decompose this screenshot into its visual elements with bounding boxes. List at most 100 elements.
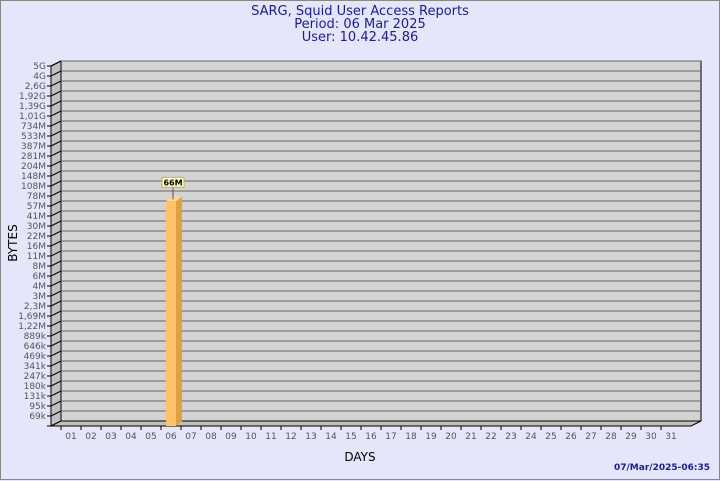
gridline-wall (50, 230, 62, 237)
x-tick-label: 10 (245, 432, 257, 442)
y-tick-label: 4M (33, 282, 47, 292)
gridline-wall (50, 220, 62, 227)
y-tick-label: 889k (24, 332, 47, 342)
y-tick-label: 387M (21, 142, 46, 152)
y-tick-label: 148M (21, 172, 46, 182)
gridline-wall (50, 340, 62, 347)
y-tick-label: 341k (24, 362, 47, 372)
gridline-wall (50, 200, 62, 207)
y-tick-label: 1,92G (19, 92, 46, 102)
gridline-wall (50, 410, 62, 417)
y-tick-label: 16M (27, 242, 46, 252)
generated-timestamp: 07/Mar/2025-06:35 (614, 463, 710, 473)
gridline-wall (50, 120, 62, 127)
gridline-wall (50, 110, 62, 117)
x-tick-label: 23 (505, 432, 516, 442)
y-tick-label: 131k (24, 392, 47, 402)
y-tick-label: 41M (27, 212, 46, 222)
x-tick-label: 29 (625, 432, 637, 442)
data-label: 66M (163, 178, 182, 187)
y-tick-label: 1,69M (18, 312, 46, 322)
gridline-wall (50, 290, 62, 297)
gridline-wall (50, 380, 62, 387)
y-tick-label: 2,6G (25, 82, 46, 92)
x-tick-label: 12 (285, 432, 296, 442)
gridline-wall (50, 260, 62, 267)
x-tick-label: 07 (185, 432, 196, 442)
gridline-wall (50, 180, 62, 187)
data-label-box (161, 176, 185, 188)
gridline-wall (50, 270, 62, 277)
y-tick-label: 734M (21, 122, 46, 132)
y-tick-label: 646k (24, 342, 47, 352)
y-tick-label: 469k (24, 352, 47, 362)
y-tick-label: 30M (27, 222, 46, 232)
x-tick-label: 09 (225, 432, 237, 442)
x-tick-label: 02 (85, 432, 96, 442)
gridline-wall (50, 130, 62, 137)
x-tick-label: 25 (545, 432, 556, 442)
x-tick-label: 14 (325, 432, 337, 442)
x-tick-label: 26 (565, 432, 577, 442)
gridline-wall (50, 360, 62, 367)
y-tick-label: 1,22M (18, 322, 46, 332)
y-tick-label: 5G (33, 62, 46, 72)
gridline-wall (50, 240, 62, 247)
x-tick-label: 28 (605, 432, 617, 442)
x-tick-label: 20 (445, 432, 457, 442)
gridline-wall (50, 190, 62, 197)
y-tick-label: 3M (33, 292, 47, 302)
gridline-wall (50, 350, 62, 357)
x-tick-label: 27 (585, 432, 596, 442)
gridline-wall (50, 310, 62, 317)
y-tick-label: 22M (27, 232, 46, 242)
gridline-wall (50, 400, 62, 407)
y-tick-label: 204M (21, 162, 46, 172)
y-tick-label: 533M (21, 132, 46, 142)
chart-period: Period: 06 Mar 2025 (294, 17, 426, 32)
x-tick-label: 17 (385, 432, 396, 442)
y-tick-label: 108M (21, 182, 46, 192)
gridline-wall (50, 320, 62, 327)
x-tick-label: 15 (345, 432, 356, 442)
x-tick-label: 24 (525, 432, 537, 442)
gridline-wall (50, 300, 62, 307)
plot-floor (50, 420, 702, 427)
gridline-wall (50, 370, 62, 377)
y-tick-label: 281M (21, 152, 46, 162)
gridline-wall (50, 90, 62, 97)
x-tick-label: 22 (485, 432, 496, 442)
gridline-wall (50, 80, 62, 87)
x-tick-label: 30 (645, 432, 657, 442)
y-tick-label: 180k (24, 382, 47, 392)
x-tick-label: 13 (305, 432, 316, 442)
x-tick-label: 01 (65, 432, 76, 442)
x-tick-label: 08 (205, 432, 217, 442)
bar (166, 201, 176, 426)
gridline-wall (50, 250, 62, 257)
y-tick-label: 1,01G (19, 112, 46, 122)
chart-user: User: 10.42.45.86 (301, 30, 419, 45)
y-tick-label: 11M (27, 252, 46, 262)
y-tick-label: 95k (29, 402, 46, 412)
y-tick-label: 1,39G (19, 102, 46, 112)
y-tick-label: 247k (24, 372, 47, 382)
gridline-wall (50, 330, 62, 337)
chart-title: SARG, Squid User Access Reports (251, 4, 469, 19)
x-tick-label: 19 (425, 432, 437, 442)
y-tick-label: 4G (33, 72, 46, 82)
gridline-wall (50, 390, 62, 397)
gridline-wall (50, 210, 62, 217)
bar-side (176, 196, 182, 426)
y-tick-label: 78M (27, 192, 46, 202)
y-tick-label: 69k (29, 412, 46, 422)
gridline-wall (50, 140, 62, 147)
x-tick-label: 06 (165, 432, 177, 442)
gridline-wall (50, 60, 62, 67)
y-tick-label: 2,3M (24, 302, 46, 312)
y-tick-label: 6M (33, 272, 47, 282)
gridline-wall (50, 160, 62, 167)
x-tick-label: 05 (145, 432, 156, 442)
